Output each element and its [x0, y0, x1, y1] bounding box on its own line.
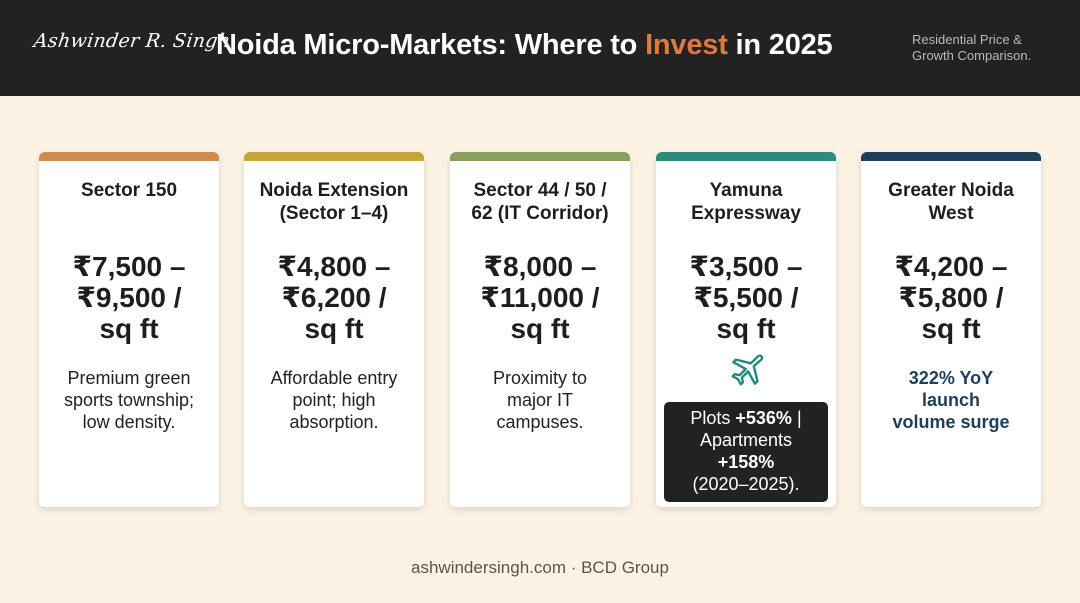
- card-price-line-1: ₹3,500 –: [689, 251, 803, 282]
- card-price-line-1: ₹8,000 –: [483, 251, 597, 282]
- card-price-line-1: ₹4,200 –: [894, 251, 1008, 282]
- card-it-corridor: Sector 44 / 50 / 62 (IT Corridor) ₹8,000…: [450, 152, 630, 507]
- card-price-line-3: sq ft: [99, 313, 159, 344]
- card-desc-line-3: campuses.: [496, 412, 584, 432]
- card-title: Greater Noida West: [867, 179, 1035, 225]
- card-price-line-3: sq ft: [921, 313, 981, 344]
- page-subtitle: Residential Price & Growth Comparison.: [912, 32, 1072, 64]
- card-price-line-1: ₹7,500 –: [72, 251, 186, 282]
- card-title-line-1: Sector 44 / 50 /: [473, 180, 607, 201]
- card-sector-150: Sector 150 ₹7,500 – ₹9,500 / sq ft Premi…: [39, 152, 219, 507]
- stat-apartments-value: +158%: [717, 452, 775, 472]
- card-title-line-2: Expressway: [691, 203, 801, 224]
- card-price-line-2: ₹5,500 /: [693, 282, 799, 313]
- card-description: 322% YoY launch volume surge: [871, 367, 1031, 433]
- subtitle-line-1: Residential Price &: [912, 32, 1022, 47]
- card-title: Yamuna Expressway: [662, 179, 830, 225]
- growth-stat-box: Plots +536% | Apartments +158% (2020–202…: [664, 402, 828, 502]
- subtitle-line-2: Growth Comparison.: [912, 48, 1032, 63]
- stat-plots-value: +536%: [735, 408, 792, 428]
- footer-credit: ashwindersingh.com · BCD Group: [411, 558, 669, 577]
- card-desc-line-3: volume surge: [892, 412, 1010, 432]
- card-desc-line-2: sports township;: [63, 390, 195, 410]
- card-description: Proximity to major IT campuses.: [460, 367, 620, 433]
- card-noida-extension: Noida Extension (Sector 1–4) ₹4,800 – ₹6…: [244, 152, 424, 507]
- stat-plots-line: Plots +536% |: [664, 407, 828, 429]
- card-desc-line-2: launch: [921, 390, 980, 410]
- card-desc-line-2: major IT: [506, 390, 573, 410]
- card-description: Affordable entry point; high absorption.: [254, 367, 414, 433]
- card-price: ₹4,200 – ₹5,800 / sq ft: [865, 251, 1037, 344]
- card-price-line-2: ₹11,000 /: [480, 282, 600, 313]
- stat-separator: |: [791, 408, 802, 428]
- card-accent-bar: [244, 152, 424, 161]
- card-title: Sector 150: [45, 179, 213, 202]
- card-price: ₹3,500 – ₹5,500 / sq ft: [660, 251, 832, 344]
- stat-apartments-label: Apartments: [699, 430, 793, 450]
- card-accent-bar: [656, 152, 836, 161]
- card-yamuna-expressway: Yamuna Expressway ₹3,500 – ₹5,500 / sq f…: [656, 152, 836, 507]
- card-accent-bar: [861, 152, 1041, 161]
- card-greater-noida-west: Greater Noida West ₹4,200 – ₹5,800 / sq …: [861, 152, 1041, 507]
- card-title-line-2: 62 (IT Corridor): [471, 203, 609, 224]
- card-desc-line-3: absorption.: [289, 412, 379, 432]
- card-title-line-2: (Sector 1–4): [279, 203, 389, 224]
- card-price-line-2: ₹5,800 /: [898, 282, 1004, 313]
- card-accent-bar: [39, 152, 219, 161]
- card-price: ₹8,000 – ₹11,000 / sq ft: [454, 251, 626, 344]
- card-price-line-1: ₹4,800 –: [277, 251, 391, 282]
- title-accent-word: Invest: [645, 29, 728, 61]
- card-price: ₹4,800 – ₹6,200 / sq ft: [248, 251, 420, 344]
- card-desc-line-1: 322% YoY: [908, 368, 994, 388]
- card-price: ₹7,500 – ₹9,500 / sq ft: [43, 251, 215, 344]
- author-signature: Ashwinder R. Singh: [32, 30, 232, 52]
- title-text-start: Noida Micro-Markets: Where to: [216, 29, 646, 61]
- card-title: Noida Extension (Sector 1–4): [250, 179, 418, 225]
- card-accent-bar: [450, 152, 630, 161]
- page-title: Noida Micro-Markets: Where to Invest in …: [216, 29, 833, 62]
- card-desc-line-3: low density.: [82, 412, 176, 432]
- card-desc-line-1: Affordable entry: [270, 368, 398, 388]
- card-description: Premium green sports township; low densi…: [49, 367, 209, 433]
- card-desc-line-1: Premium green: [67, 368, 191, 388]
- card-title-line-2: West: [928, 203, 974, 224]
- card-title-line-1: Yamuna: [709, 180, 783, 201]
- card-price-line-3: sq ft: [304, 313, 364, 344]
- card-title: Sector 44 / 50 / 62 (IT Corridor): [456, 179, 624, 225]
- card-price-line-2: ₹9,500 /: [76, 282, 182, 313]
- header-banner: Ashwinder R. Singh Noida Micro-Markets: …: [0, 0, 1080, 96]
- card-desc-line-2: point; high: [292, 390, 376, 410]
- stat-plots-label: Plots: [690, 408, 736, 428]
- title-text-end: in 2025: [727, 29, 833, 61]
- card-price-line-3: sq ft: [510, 313, 570, 344]
- card-price-line-3: sq ft: [716, 313, 776, 344]
- card-title-line-1: Greater Noida: [888, 180, 1014, 201]
- stat-period: (2020–2025).: [692, 474, 800, 494]
- card-title-line-1: Noida Extension: [259, 180, 409, 201]
- card-title-line-1: Sector 150: [80, 180, 178, 201]
- airplane-icon: [731, 354, 764, 386]
- card-price-line-2: ₹6,200 /: [281, 282, 387, 313]
- card-desc-line-1: Proximity to: [492, 368, 588, 388]
